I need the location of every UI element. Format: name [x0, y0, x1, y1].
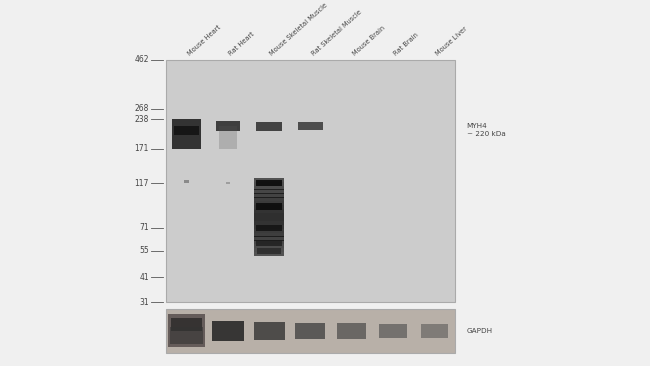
Bar [254, 190, 284, 194]
Bar [337, 323, 366, 339]
Bar [254, 217, 284, 221]
Bar [254, 236, 284, 240]
Text: Rat Skeletal Muscle: Rat Skeletal Muscle [311, 9, 363, 57]
Bar [216, 122, 240, 131]
Bar [254, 182, 284, 186]
Bar [256, 240, 281, 246]
Bar [255, 180, 283, 186]
Text: 117: 117 [135, 179, 149, 187]
Bar [296, 322, 325, 339]
Bar [379, 324, 407, 338]
Text: GAPDH: GAPDH [467, 328, 493, 334]
Bar [212, 321, 244, 341]
Text: 462: 462 [135, 55, 149, 64]
Bar [254, 229, 284, 233]
Bar [166, 309, 455, 353]
Text: 31: 31 [139, 298, 149, 307]
Bar [254, 186, 284, 190]
Bar [171, 318, 202, 331]
Bar [254, 240, 284, 244]
Bar [254, 213, 284, 217]
Bar [255, 203, 283, 210]
Bar [168, 314, 205, 347]
Text: 41: 41 [139, 273, 149, 282]
Text: MYH4
~ 220 kDa: MYH4 ~ 220 kDa [467, 123, 506, 138]
Bar [254, 244, 284, 249]
Text: 171: 171 [135, 145, 149, 153]
Text: Mouse Heart: Mouse Heart [187, 25, 222, 57]
Bar [254, 197, 284, 201]
Bar [166, 60, 455, 302]
Bar [254, 248, 284, 252]
Bar [172, 119, 202, 149]
Text: 268: 268 [135, 104, 149, 113]
Text: Rat Heart: Rat Heart [227, 31, 255, 57]
Bar [298, 122, 322, 130]
Bar [254, 205, 284, 209]
Bar [254, 178, 284, 182]
Text: Rat Brain: Rat Brain [393, 32, 420, 57]
Bar [226, 182, 230, 184]
Text: Mouse Skeletal Muscle: Mouse Skeletal Muscle [269, 2, 329, 57]
Bar [421, 324, 448, 337]
Bar [254, 252, 284, 256]
Text: Mouse Brain: Mouse Brain [352, 25, 386, 57]
Bar [219, 126, 237, 149]
Bar [254, 209, 284, 213]
Bar [174, 126, 199, 135]
Bar [170, 326, 203, 344]
Bar [254, 221, 284, 225]
Bar [254, 322, 285, 340]
Bar [254, 225, 284, 229]
Bar [256, 122, 281, 131]
Bar [257, 248, 281, 254]
Text: Mouse Liver: Mouse Liver [434, 26, 468, 57]
Text: 55: 55 [139, 246, 149, 255]
Bar [184, 180, 189, 183]
Text: 238: 238 [135, 115, 149, 124]
Bar [256, 225, 281, 231]
Bar [254, 232, 284, 237]
Bar [254, 201, 284, 205]
Bar [254, 193, 284, 198]
Text: 71: 71 [139, 224, 149, 232]
